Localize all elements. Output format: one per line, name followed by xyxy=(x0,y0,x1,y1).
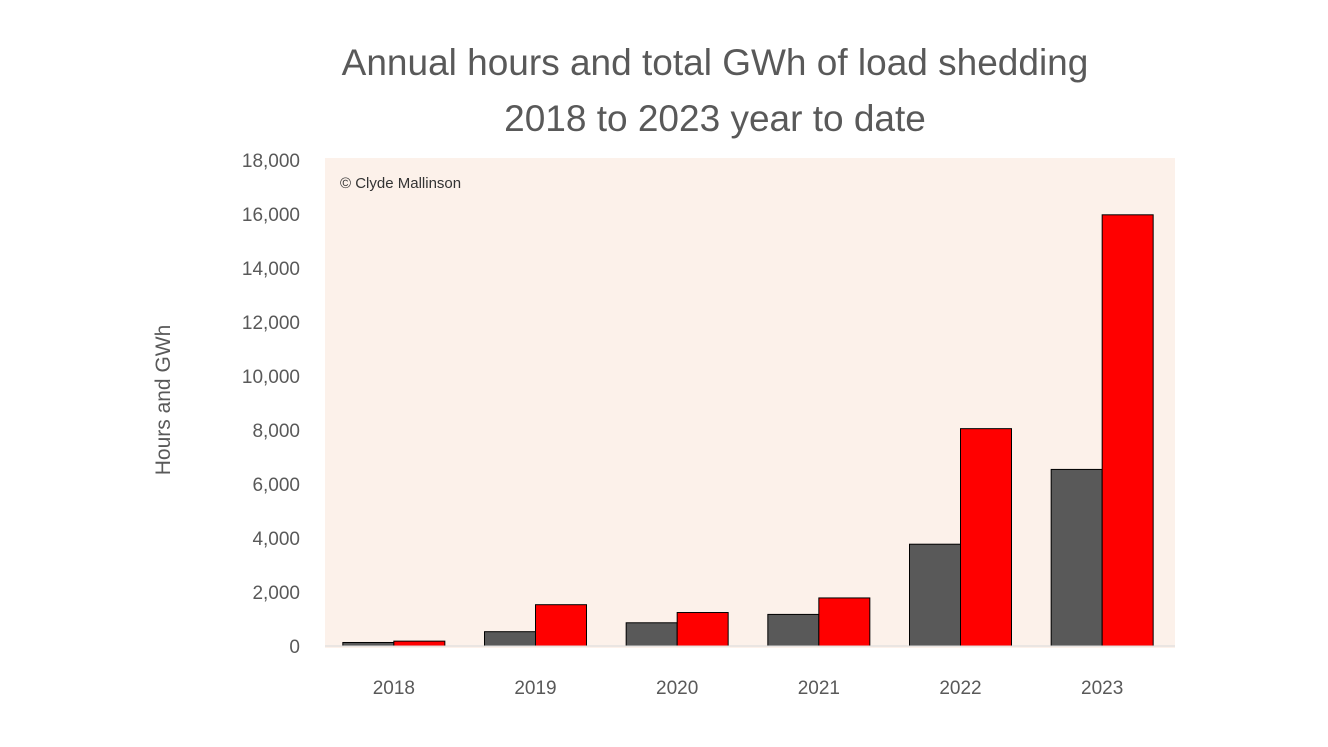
bar-hours xyxy=(625,622,678,647)
y-axis-title: Hours and GWh xyxy=(152,325,175,476)
x-tick-label: 2018 xyxy=(373,678,415,699)
x-tick-label: 2021 xyxy=(798,678,840,699)
y-tick-label: 0 xyxy=(289,637,300,658)
y-tick-label: 6,000 xyxy=(252,475,300,496)
bar-gwh xyxy=(393,640,446,647)
x-tick-label: 2019 xyxy=(514,678,556,699)
x-tick-label: 2022 xyxy=(939,678,981,699)
bar-hours xyxy=(767,613,820,647)
bar-gwh xyxy=(535,604,587,647)
bar-hours xyxy=(1050,468,1103,647)
copyright-annotation: © Clyde Mallinson xyxy=(340,175,461,192)
y-tick-label: 8,000 xyxy=(252,421,300,442)
bar-gwh xyxy=(818,597,871,647)
bar-gwh xyxy=(676,612,729,647)
y-tick-label: 12,000 xyxy=(242,313,300,334)
y-tick-label: 2,000 xyxy=(252,583,300,604)
x-tick-label: 2023 xyxy=(1081,678,1123,699)
bar-gwh xyxy=(1101,214,1154,647)
chart-subtitle: 2018 to 2023 year to date xyxy=(504,98,926,139)
y-tick-label: 18,000 xyxy=(242,151,300,172)
bar-hours xyxy=(484,631,536,647)
bar-hours xyxy=(909,543,961,647)
chart-title: Annual hours and total GWh of load shedd… xyxy=(341,42,1089,83)
plot-area-background xyxy=(325,158,1175,648)
y-tick-label: 4,000 xyxy=(252,529,300,550)
y-tick-label: 16,000 xyxy=(242,205,300,226)
bar-gwh xyxy=(960,428,1012,647)
bar-hours xyxy=(342,641,395,647)
x-tick-label: 2020 xyxy=(656,678,698,699)
y-tick-label: 14,000 xyxy=(242,259,300,280)
y-tick-label: 10,000 xyxy=(242,367,300,388)
